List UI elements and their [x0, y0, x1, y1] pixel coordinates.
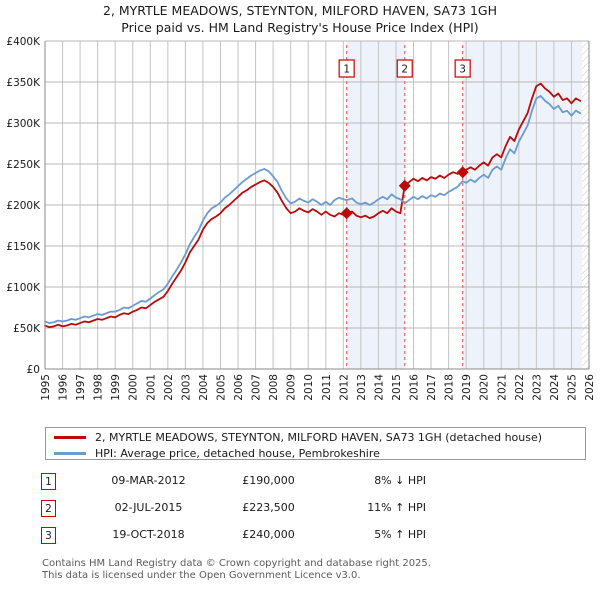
transaction-price-1: £190,000 — [242, 474, 295, 487]
x-axis-tick-label: 2021 — [496, 374, 508, 401]
legend-swatch-property — [54, 435, 86, 439]
legend-item-hpi: HPI: Average price, detached house, Pemb… — [46, 445, 585, 461]
transaction-badge-3: 3 — [41, 527, 56, 544]
transactions-table: 1 09-MAR-2012 £190,000 8% ↓ HPI 2 02-JUL… — [41, 471, 461, 552]
x-axis-tick-label: 2001 — [145, 374, 157, 401]
transaction-badge-1: 1 — [41, 473, 56, 490]
transaction-hpi-delta-1: 8% ↓ HPI — [374, 474, 426, 487]
transaction-price-2: £223,500 — [242, 501, 295, 514]
y-axis-tick-label: £150K — [6, 241, 41, 253]
y-axis-tick-label: £250K — [6, 159, 41, 171]
transaction-date-3: 19-OCT-2018 — [112, 528, 185, 541]
transaction-hpi-delta-3: 5% ↑ HPI — [374, 528, 426, 541]
x-axis-tick-label: 2024 — [549, 374, 561, 401]
x-axis-tick-label: 2012 — [338, 374, 350, 401]
x-axis-tick-label: 2006 — [233, 374, 245, 401]
x-axis-tick-label: 2005 — [215, 374, 227, 401]
x-axis-tick-label: 2025 — [566, 374, 578, 401]
table-row[interactable]: 3 19-OCT-2018 £240,000 5% ↑ HPI — [41, 525, 461, 552]
transaction-marker-2[interactable] — [398, 179, 411, 192]
y-axis-tick-label: £350K — [6, 77, 41, 89]
transaction-marker-1[interactable] — [340, 207, 353, 220]
legend-label-property: 2, MYRTLE MEADOWS, STEYNTON, MILFORD HAV… — [95, 430, 543, 444]
x-axis-tick-label: 1997 — [75, 374, 87, 401]
legend-swatch-hpi — [54, 451, 86, 455]
x-axis-tick-label: 2008 — [268, 374, 280, 401]
x-axis-tick-label: 2013 — [356, 374, 368, 401]
title-line-2: Price paid vs. HM Land Registry's House … — [121, 20, 479, 35]
x-axis-tick-label: 2002 — [163, 374, 175, 401]
y-axis-tick-label: £200K — [6, 200, 41, 212]
annotation-badge-label-1: 1 — [343, 64, 350, 76]
transaction-marker-3[interactable] — [456, 166, 469, 179]
chart-legend: 2, MYRTLE MEADOWS, STEYNTON, MILFORD HAV… — [45, 427, 586, 460]
y-axis-tick-label: £50K — [13, 323, 41, 335]
footer-line-2: This data is licensed under the Open Gov… — [42, 570, 361, 581]
price-history-chart: £0 £50K £100K £150K £200K £250K £300K £350K £400… — [6, 36, 596, 401]
x-axis-tick-label: 2023 — [531, 374, 543, 401]
x-axis-tick-label: 2000 — [128, 374, 140, 401]
x-axis-tick-label: 2016 — [409, 374, 421, 401]
x-axis-tick-label: 2014 — [373, 374, 385, 401]
transaction-date-1: 09-MAR-2012 — [111, 474, 186, 487]
footer-line-1: Contains HM Land Registry data © Crown c… — [42, 558, 431, 569]
x-axis-tick-label: 1995 — [40, 374, 52, 401]
series-line — [44, 95, 582, 324]
table-row[interactable]: 1 09-MAR-2012 £190,000 8% ↓ HPI — [41, 471, 461, 498]
annotation-badge-label-2: 2 — [401, 64, 408, 76]
transaction-hpi-delta-2: 11% ↑ HPI — [367, 501, 426, 514]
x-axis-tick-label: 2003 — [180, 374, 192, 401]
x-axis-tick-label: 2018 — [444, 374, 456, 401]
x-axis-tick-label: 2009 — [286, 374, 298, 401]
page-title: 2, MYRTLE MEADOWS, STEYNTON, MILFORD HAV… — [0, 2, 600, 36]
y-axis-tick-label: £400K — [6, 36, 41, 48]
annotation-badge-1[interactable] — [338, 59, 355, 78]
x-axis-tick-label: 2022 — [514, 374, 526, 401]
copyright-footer: Contains HM Land Registry data © Crown c… — [42, 558, 582, 582]
y-axis-tick-label: £0 — [27, 364, 40, 376]
x-axis-tick-label: 1999 — [110, 374, 122, 401]
series-line — [44, 82, 582, 329]
annotation-badge-2[interactable] — [396, 59, 413, 78]
annotation-badge-3[interactable] — [454, 59, 471, 78]
legend-item-property: 2, MYRTLE MEADOWS, STEYNTON, MILFORD HAV… — [46, 429, 585, 445]
annotation-badge-label-3: 3 — [459, 64, 466, 76]
title-line-1: 2, MYRTLE MEADOWS, STEYNTON, MILFORD HAV… — [102, 3, 497, 18]
x-axis-tick-label: 2017 — [426, 374, 438, 401]
x-axis-tick-label: 2011 — [321, 374, 333, 401]
x-axis-tick-label: 2010 — [303, 374, 315, 401]
x-axis-tick-label: 2026 — [584, 374, 596, 401]
x-axis-tick-label: 2015 — [391, 374, 403, 401]
transaction-date-2: 02-JUL-2015 — [114, 501, 183, 514]
table-row[interactable]: 2 02-JUL-2015 £223,500 11% ↑ HPI — [41, 498, 461, 525]
x-axis-tick-label: 1998 — [93, 374, 105, 401]
y-axis-tick-label: £100K — [6, 282, 41, 294]
transaction-price-3: £240,000 — [242, 528, 295, 541]
transaction-badge-2: 2 — [41, 500, 56, 517]
y-axis-tick-label: £300K — [6, 118, 41, 130]
legend-label-hpi: HPI: Average price, detached house, Pemb… — [95, 446, 380, 460]
x-axis-tick-label: 2019 — [461, 374, 473, 401]
x-axis-tick-label: 2007 — [251, 374, 263, 401]
x-axis-tick-label: 2004 — [198, 374, 210, 401]
x-axis-tick-label: 1996 — [58, 374, 70, 401]
x-axis-tick-label: 2020 — [479, 374, 491, 401]
